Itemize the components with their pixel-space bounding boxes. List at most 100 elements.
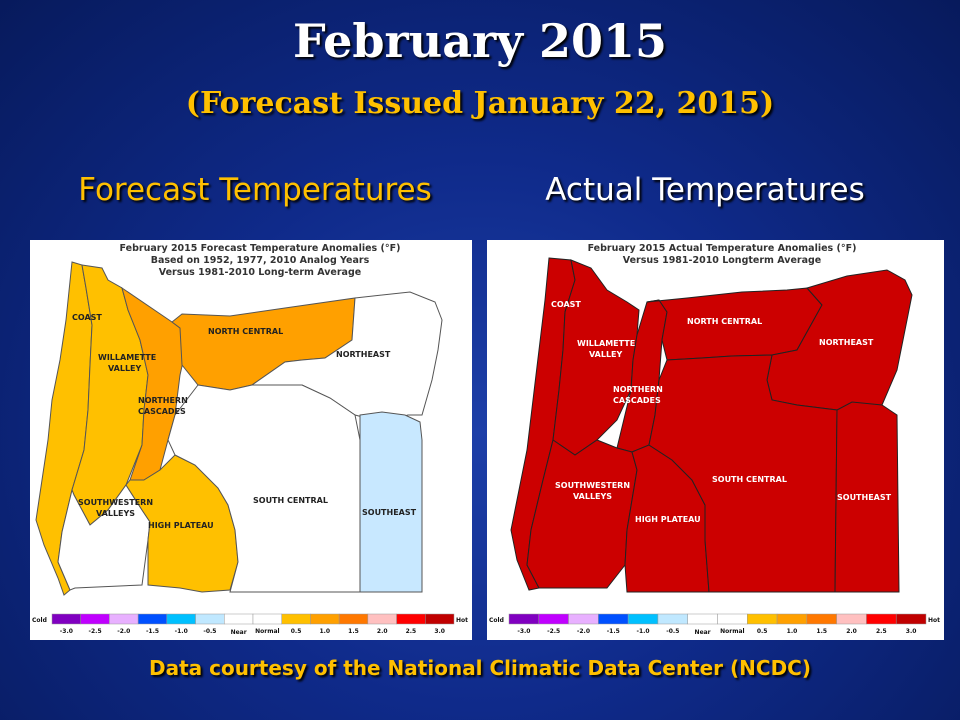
legend-swatch [895,613,927,625]
legend-cold-label: Cold [489,617,504,624]
forecast-legend: Cold -3.0 -2.5 -2.0 -1.5 -1.0 -0.5 Near Normal 0.… [32,613,468,636]
forecast-map-title-1: February 2015 Forecast Temperature Anoma… [120,243,401,254]
legend-tick-label: 3.0 [906,628,917,635]
data-credit: Data courtesy of the National Climatic D… [148,656,811,680]
label-northeast: NORTHEAST [819,338,874,347]
legend-swatch [717,613,748,625]
forecast-map: February 2015 Forecast Temperature Anoma… [32,243,468,636]
legend-hot-label: Hot [928,617,940,624]
label-willamette-1: WILLAMETTE [577,339,635,348]
legend-swatch [806,613,837,625]
legend-tick-label: 1.0 [787,628,798,635]
region-southeast [359,411,423,593]
legend-tick-label: 2.0 [377,628,388,635]
actual-map-panel: February 2015 Actual Temperature Anomali… [487,240,944,640]
legend-tick-label: Near [231,629,247,636]
actual-heading: Actual Temperatures [545,172,865,208]
page-title: February 2015 [292,14,668,68]
label-willamette-2: VALLEY [108,364,142,373]
legend-swatch [281,613,311,625]
label-southwestern-1: SOUTHWESTERN [78,498,153,507]
forecast-regions [35,261,443,596]
label-coast: COAST [551,300,581,309]
label-northern-cascades-2: CASCADES [613,396,661,405]
legend-swatch [568,613,599,625]
legend-swatch [338,613,369,625]
legend-tick-label: 1.0 [319,628,330,635]
label-northeast: NORTHEAST [336,350,391,359]
legend-tick-label: 1.5 [348,628,359,635]
label-south-central: SOUTH CENTRAL [253,496,328,505]
legend-hot-label: Hot [456,617,468,624]
forecast-map-title-2: Based on 1952, 1977, 2010 Analog Years [151,255,370,266]
label-high-plateau: HIGH PLATEAU [635,515,701,524]
legend-swatch [776,613,808,625]
legend-tick-label: Near [695,629,711,636]
legend-tick-label: 2.0 [846,628,857,635]
legend-tick-label: 0.5 [291,628,302,635]
label-coast: COAST [72,313,102,322]
actual-region-labels: COAST WILLAMETTE VALLEY NORTHERN CASCADE… [551,300,892,524]
label-willamette-1: WILLAMETTE [98,353,156,362]
legend-swatch [627,613,659,625]
label-southeast: SOUTHEAST [362,508,417,517]
legend-swatch [195,613,225,625]
legend-swatch [747,613,778,625]
actual-regions [510,257,913,593]
legend-swatch [166,613,196,625]
legend-swatch [224,613,254,625]
label-southwestern-1: SOUTHWESTERN [555,481,630,490]
actual-map: February 2015 Actual Temperature Anomali… [489,243,940,636]
legend-swatch [137,613,168,625]
legend-swatch [657,613,688,625]
legend-swatch [598,613,629,625]
legend-tick-label: 0.5 [757,628,768,635]
legend-tick-label: 2.5 [876,628,887,635]
legend-tick-label: Normal [255,628,279,635]
legend-swatch [836,613,867,625]
legend-swatch [367,613,397,625]
forecast-map-panel: February 2015 Forecast Temperature Anoma… [30,240,472,640]
label-north-central: NORTH CENTRAL [687,317,762,326]
region-southeast [834,401,900,593]
forecast-heading: Forecast Temperatures [78,172,432,208]
legend-tick-label: -2.0 [117,628,130,635]
legend-swatch [538,613,569,625]
legend-tick-label: -2.5 [89,628,102,635]
legend-swatch [508,613,540,625]
legend-swatch [687,613,718,625]
legend-swatch [80,613,110,625]
legend-swatch [425,613,455,625]
legend-tick-label: -1.0 [175,628,188,635]
legend-swatch [252,613,282,625]
legend-tick-label: -0.5 [203,628,216,635]
legend-tick-label: -3.0 [517,628,530,635]
region-south-central [167,384,361,593]
label-northern-cascades-1: NORTHERN [613,385,663,394]
legend-tick-label: Normal [720,628,744,635]
legend-tick-label: -2.5 [547,628,560,635]
region-south-central [648,354,838,593]
label-northern-cascades-1: NORTHERN [138,396,188,405]
legend-tick-label: -1.5 [146,628,159,635]
legend-swatch [310,613,340,625]
legend-tick-label: -1.0 [636,628,649,635]
label-willamette-2: VALLEY [589,350,623,359]
legend-swatch [866,613,897,625]
legend-tick-label: 2.5 [406,628,417,635]
forecast-region-labels: COAST WILLAMETTE VALLEY NORTHERN CASCADE… [72,313,417,530]
actual-map-title-1: February 2015 Actual Temperature Anomali… [588,243,857,254]
legend-tick-label: -2.0 [577,628,590,635]
label-southwestern-2: VALLEYS [573,492,612,501]
label-southeast: SOUTHEAST [837,493,892,502]
legend-tick-label: 1.5 [816,628,827,635]
legend-swatch [51,613,81,625]
legend-tick-label: -3.0 [60,628,73,635]
actual-legend: Cold -3.0 -2.5 -2.0 -1.5 -1.0 -0.5 Near Normal 0.… [489,613,940,636]
label-high-plateau: HIGH PLATEAU [148,521,214,530]
label-northern-cascades-2: CASCADES [138,407,186,416]
label-north-central: NORTH CENTRAL [208,327,283,336]
page-subtitle: (Forecast Issued January 22, 2015) [185,86,775,121]
actual-map-title-2: Versus 1981-2010 Longterm Average [623,255,821,266]
legend-tick-label: -1.5 [607,628,620,635]
